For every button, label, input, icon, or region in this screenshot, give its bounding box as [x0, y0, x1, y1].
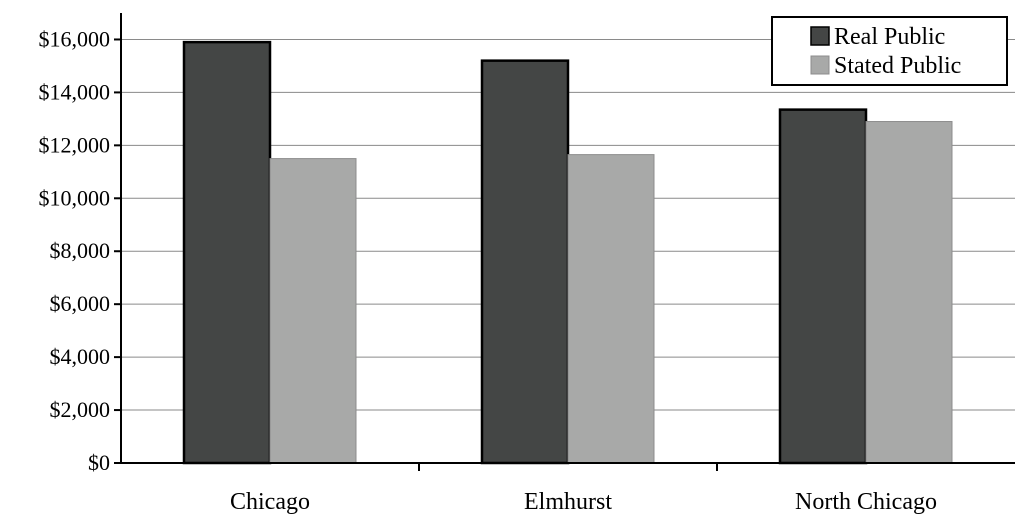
x-tick-label: North Chicago	[795, 489, 937, 514]
bar-stated-public-elmhurst	[567, 154, 655, 464]
y-tick-label: $14,000	[39, 79, 111, 104]
legend-label: Stated Public	[834, 53, 961, 79]
axes	[120, 13, 1015, 471]
bar-real-public-chicago	[182, 40, 272, 465]
y-axis-ticks: $0 $2,000 $4,000 $6,000 $8,000 $10,000 $12,000…	[39, 26, 121, 475]
legend: Real Public Stated Public	[771, 16, 1008, 86]
bar-real-public-elmhurst	[480, 59, 570, 465]
bar-stated-public-chicago	[269, 158, 357, 464]
y-tick-label: $12,000	[39, 132, 111, 157]
y-tick-label: $4,000	[50, 344, 111, 369]
y-tick-label: $2,000	[50, 397, 111, 422]
x-tick-label: Chicago	[230, 489, 310, 514]
bars	[182, 40, 953, 465]
y-tick-label: $6,000	[50, 291, 111, 316]
legend-swatch	[810, 55, 830, 75]
legend-swatch	[810, 26, 830, 46]
x-axis-labels: Chicago Elmhurst North Chicago	[230, 489, 937, 514]
y-tick-label: $8,000	[50, 238, 111, 263]
legend-label: Real Public	[834, 24, 945, 50]
bar-real-public-north-chicago	[778, 108, 868, 465]
bar-stated-public-north-chicago	[865, 121, 953, 464]
y-tick-label: $10,000	[39, 185, 111, 210]
y-tick-label: $0	[88, 450, 110, 475]
x-tick-label: Elmhurst	[524, 489, 612, 514]
y-tick-label: $16,000	[39, 26, 111, 51]
